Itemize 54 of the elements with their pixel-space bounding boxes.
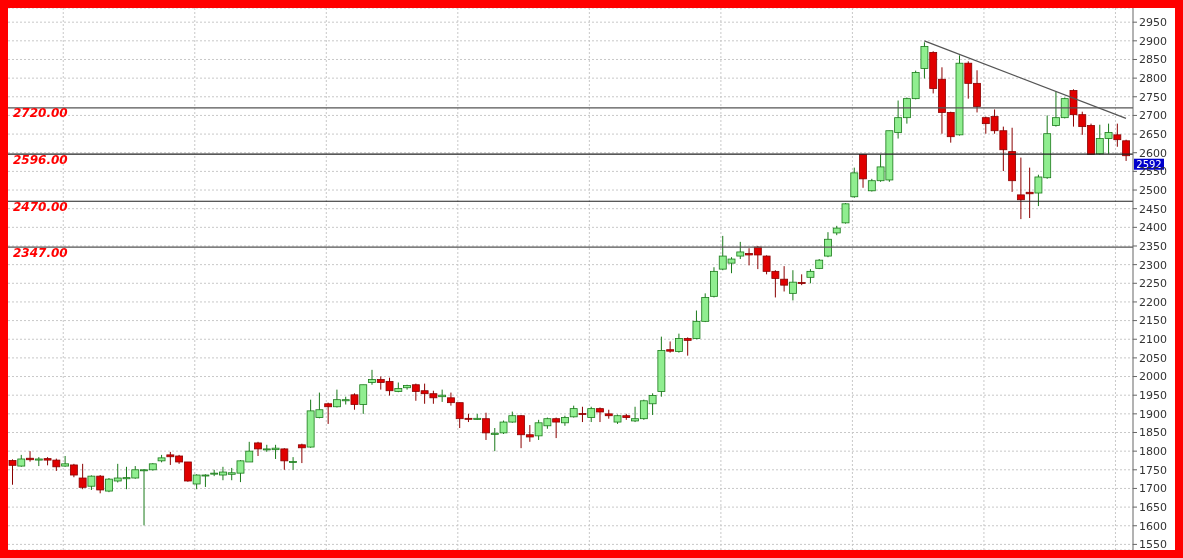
y-tick-label: 1750 — [1139, 463, 1167, 477]
candlestick — [1025, 167, 1034, 219]
candlestick — [96, 474, 105, 494]
ref-line-label: 2470.00 — [13, 199, 68, 214]
y-tick-label: 2650 — [1139, 127, 1167, 141]
y-tick-label: 2200 — [1139, 295, 1167, 309]
candlestick — [482, 412, 490, 441]
candlestick — [683, 336, 692, 357]
ref-line-label: 2347.00 — [13, 245, 68, 260]
y-tick-label: 2250 — [1139, 277, 1167, 291]
candlestick — [368, 369, 376, 386]
y-tick-label: 1550 — [1139, 538, 1167, 552]
candlestick — [1016, 157, 1025, 220]
y-tick-label: 2150 — [1139, 314, 1167, 328]
candlestick — [850, 167, 859, 199]
candlestick — [841, 202, 850, 225]
y-tick-label: 2100 — [1139, 333, 1167, 347]
candlestick — [1113, 123, 1122, 148]
y-tick-label: 2600 — [1139, 146, 1167, 160]
y-tick-label: 2300 — [1139, 258, 1167, 272]
y-tick-label: 2050 — [1139, 351, 1167, 365]
candlestick — [78, 463, 87, 490]
y-tick-label: 1650 — [1139, 501, 1167, 515]
candlestick — [666, 340, 675, 354]
y-tick-label: 1700 — [1139, 482, 1167, 496]
candlestick — [359, 384, 368, 415]
candlestick — [8, 458, 17, 486]
y-tick-label: 1900 — [1139, 407, 1167, 421]
ref-line-label: 2596.00 — [13, 152, 68, 167]
candlestick — [789, 269, 797, 301]
candlestick — [920, 41, 929, 79]
y-tick-label: 2500 — [1139, 183, 1167, 197]
candlestick — [289, 456, 297, 471]
y-tick-label: 2400 — [1139, 221, 1167, 235]
y-tick-label: 2700 — [1139, 109, 1167, 123]
y-tick-label: 1950 — [1139, 389, 1167, 403]
candlestick — [596, 407, 604, 423]
y-tick-label: 1600 — [1139, 519, 1167, 533]
candlestick — [26, 450, 34, 463]
y-tick-label: 2900 — [1139, 34, 1167, 48]
candlestick — [280, 447, 289, 471]
ref-line-label: 2720.00 — [13, 106, 68, 121]
y-tick-label: 2750 — [1139, 90, 1167, 104]
y-tick-label: 2000 — [1139, 370, 1167, 384]
candlestick — [780, 265, 789, 292]
y-tick-label: 1850 — [1139, 426, 1167, 440]
candlestick — [61, 455, 70, 468]
y-tick-label: 2450 — [1139, 202, 1167, 216]
y-tick-label: 2800 — [1139, 72, 1167, 86]
y-tick-label: 2850 — [1139, 53, 1167, 67]
y-tick-label: 1800 — [1139, 445, 1167, 459]
y-tick-label: 2350 — [1139, 239, 1167, 253]
y-tick-label: 2950 — [1139, 16, 1167, 30]
candlestick — [675, 333, 683, 354]
